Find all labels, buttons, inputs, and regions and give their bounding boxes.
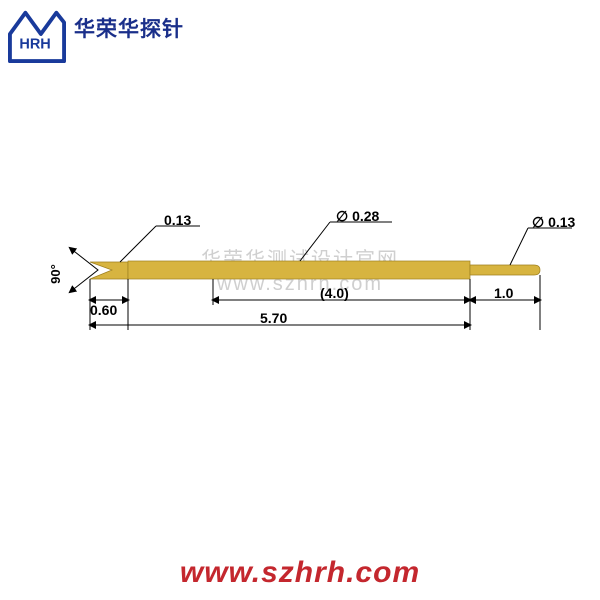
angle-marker	[70, 248, 98, 292]
logo-chinese-name: 华荣华探针	[74, 13, 184, 43]
total-len-label: 5.70	[260, 310, 287, 326]
logo-abbr: HRH	[19, 37, 50, 53]
technical-drawing: 华荣华测试设计官网 www.szhrh.com 90°	[0, 170, 600, 390]
footer-url: www.szhrh.com	[0, 556, 600, 590]
brand-logo: HRH 华荣华探针	[8, 5, 184, 63]
tail-dia-label: ∅ 0.13	[532, 214, 575, 231]
tip-len-label: 0.60	[90, 302, 117, 318]
body-dia-label: ∅ 0.28	[336, 208, 379, 225]
leader-tip-dia	[120, 226, 156, 262]
logo-mark-icon: HRH	[8, 5, 66, 63]
logo-text: 华荣华探针	[74, 5, 184, 43]
drawing-svg: 华荣华测试设计官网 www.szhrh.com 90°	[0, 170, 600, 390]
probe-body	[128, 261, 470, 279]
tip-dia-label: 0.13	[164, 212, 191, 228]
probe-tail	[470, 265, 540, 275]
tail-len-label: 1.0	[494, 285, 513, 301]
inner-len-label: (4.0)	[320, 285, 349, 301]
probe-tip	[90, 262, 128, 279]
leader-tail-dia	[510, 228, 528, 265]
angle-label: 90°	[48, 264, 63, 284]
